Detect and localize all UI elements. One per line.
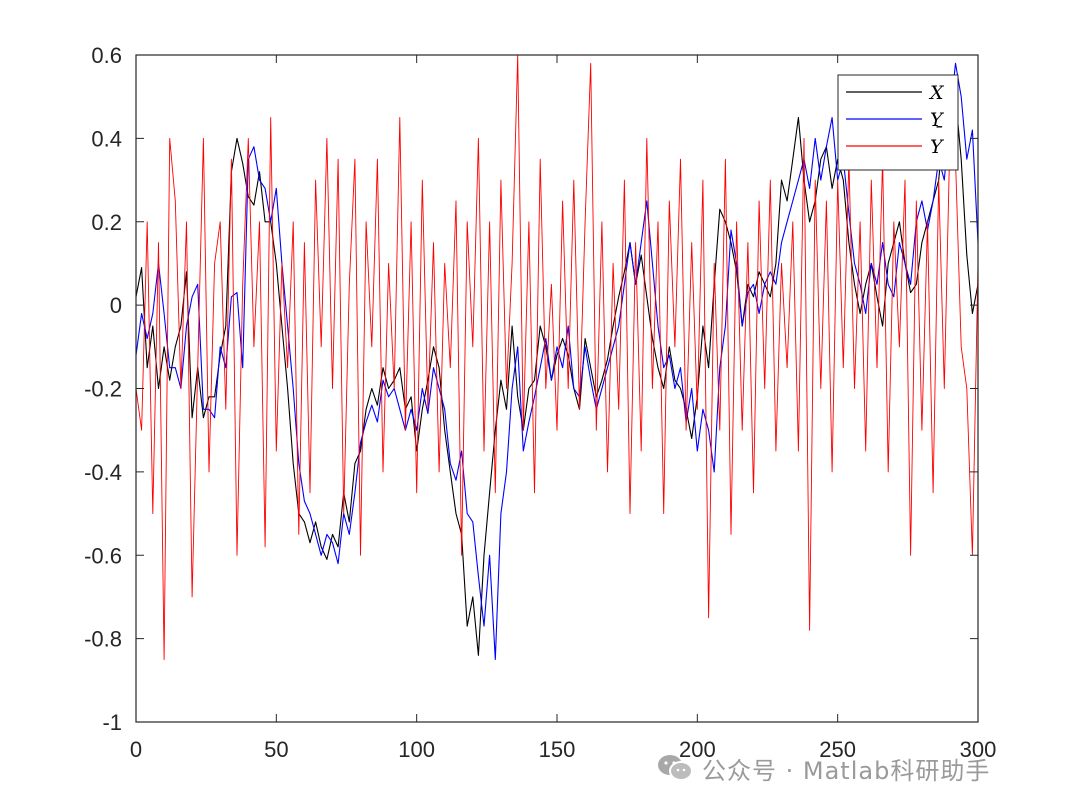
legend-bar-3: ¯ xyxy=(933,123,943,145)
wechat-icon xyxy=(656,753,694,783)
y-tick-label: 0.4 xyxy=(91,126,122,151)
x-tick-label: 50 xyxy=(264,737,288,762)
x-tick-label: 300 xyxy=(960,737,997,762)
y-tick-label: -0.6 xyxy=(84,543,122,568)
y-tick-label: 0 xyxy=(110,293,122,318)
legend-label-2: Y xyxy=(930,109,945,131)
legend: XYY¯ xyxy=(837,74,959,171)
ticks-layer: 0 50 100 150 200 250 300 0.6 0.4 0.2 0 -0.2 -0.4 -0.6… xyxy=(84,43,996,762)
y-tick-label: -0.4 xyxy=(84,460,122,485)
watermark-text: 公众号 · Matlab科研助手 xyxy=(702,756,991,785)
y-tick-label: 0.6 xyxy=(91,43,122,68)
series-line-3 xyxy=(135,54,979,660)
x-tick-label: 200 xyxy=(679,737,716,762)
legend-label-1: X xyxy=(928,82,945,104)
y-tick-label: -1 xyxy=(102,710,122,735)
legend-box xyxy=(837,74,959,171)
x-tick-label: 150 xyxy=(539,737,576,762)
watermark: 公众号 · Matlab科研助手 xyxy=(656,748,990,788)
legend-label-3: Y xyxy=(930,136,945,158)
y-tick-label: 0.2 xyxy=(91,210,122,235)
x-tick-label: 250 xyxy=(819,737,856,762)
y-tick-label: -0.2 xyxy=(84,377,122,402)
x-tick-label: 0 xyxy=(130,737,142,762)
y-tick-label: -0.8 xyxy=(84,627,122,652)
x-tick-label: 100 xyxy=(398,737,435,762)
